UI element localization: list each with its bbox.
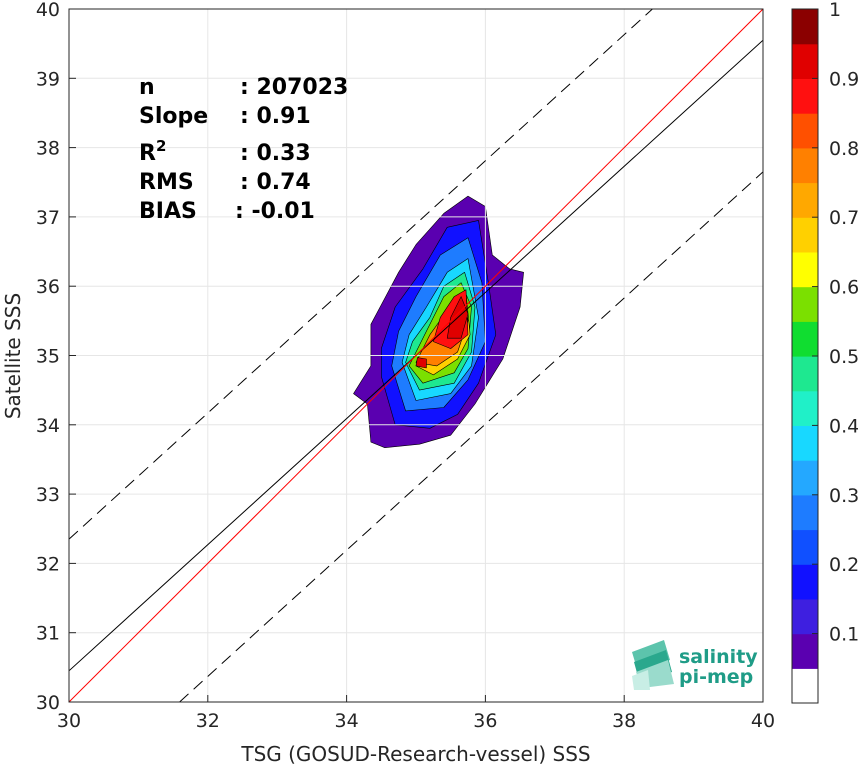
colorbar-segment	[792, 182, 818, 218]
colorbar-segment	[792, 564, 818, 600]
y-tick-label: 37	[36, 207, 60, 229]
colorbar-segment	[792, 321, 818, 357]
stat-value: : 0.91	[240, 104, 311, 129]
colorbar-segment	[792, 356, 818, 392]
colorbar-segment	[792, 251, 818, 288]
colorbar-segment	[792, 9, 818, 45]
x-tick-label: 32	[196, 710, 220, 732]
colorbar-tick-label: 0.7	[829, 207, 858, 229]
y-tick-label: 35	[36, 346, 60, 368]
logo-mark-icon	[632, 640, 674, 690]
y-tick-label: 34	[36, 415, 60, 437]
x-tick-label: 30	[57, 710, 81, 732]
colorbar: 0.1 0.2 0.3 0.4 0.5 0.6 0.7 0.8 0.9 1	[791, 0, 858, 704]
x-tick-label: 34	[335, 710, 359, 732]
colorbar-segment	[792, 43, 818, 79]
x-axis-ticks: 30 32 34 36 38 40	[57, 695, 775, 732]
y-tick-label: 30	[36, 692, 60, 714]
y-tick-label: 31	[36, 623, 60, 645]
colorbar-segment	[792, 147, 818, 184]
stat-value: : 0.74	[240, 170, 311, 195]
stat-value: : 207023	[240, 75, 348, 100]
colorbar-tick-label: 0.2	[829, 554, 858, 576]
y-tick-label: 32	[36, 553, 60, 575]
colorbar-segment	[792, 633, 818, 669]
x-tick-label: 38	[612, 710, 636, 732]
x-tick-label: 36	[473, 710, 497, 732]
statistics-box: n : 207023 Slope : 0.91 R2 : 0.33 RMS : 0.74 BIA…	[139, 75, 348, 224]
colorbar-segment	[792, 529, 818, 565]
y-axis-ticks: 30 31 32 33 34 35 36 37 38 39 40	[36, 0, 76, 714]
colorbar-tick-label: 0.5	[829, 346, 858, 368]
colorbar-tick-label: 0.9	[829, 68, 858, 90]
stat-label: Slope	[139, 104, 208, 129]
colorbar-tick-label: 0.1	[829, 624, 858, 646]
colorbar-segment	[792, 425, 818, 461]
upper-envelope-line	[68, 8, 653, 540]
logo-text-line1: salinity	[679, 646, 758, 668]
contour-level	[415, 357, 427, 369]
colorbar-segment	[792, 598, 818, 635]
stat-label: RMS	[139, 170, 194, 195]
x-axis-label: TSG (GOSUD-Research-vessel) SSS	[240, 742, 590, 766]
colorbar-segment	[792, 78, 818, 114]
colorbar-tick-label: 0.6	[829, 277, 858, 299]
reference-lines	[68, 8, 764, 703]
salinity-pi-mep-logo: salinity pi-mep	[632, 640, 758, 690]
colorbar-segment	[792, 494, 818, 531]
y-tick-label: 39	[36, 68, 60, 90]
stat-label: R2	[139, 137, 166, 166]
colorbar-tick-label: 0.8	[829, 138, 858, 160]
y-tick-label: 33	[36, 484, 60, 506]
logo-text-line2: pi-mep	[679, 666, 753, 688]
y-axis-label: Satellite SSS	[1, 293, 25, 419]
colorbar-tick-label: 1	[829, 0, 841, 21]
lower-envelope-line	[179, 171, 764, 703]
x-tick-label: 40	[751, 710, 775, 732]
colorbar-tick-label: 0.3	[829, 485, 858, 507]
colorbar-segment	[792, 668, 818, 704]
stat-value: : 0.33	[240, 141, 311, 166]
colorbar-segment	[792, 460, 818, 496]
y-tick-label: 38	[36, 138, 60, 160]
colorbar-tick-label: 0.4	[829, 415, 858, 437]
stat-label: n	[139, 75, 155, 100]
colorbar-segment	[792, 390, 818, 426]
y-tick-label: 40	[36, 0, 60, 21]
density-contours	[353, 195, 524, 448]
colorbar-segment	[792, 286, 818, 322]
y-tick-label: 36	[36, 276, 60, 298]
identity-line	[68, 8, 764, 703]
stat-label: BIAS	[139, 199, 197, 224]
stat-value: : -0.01	[235, 199, 315, 224]
colorbar-segment	[792, 217, 818, 253]
colorbar-segment	[792, 113, 818, 149]
